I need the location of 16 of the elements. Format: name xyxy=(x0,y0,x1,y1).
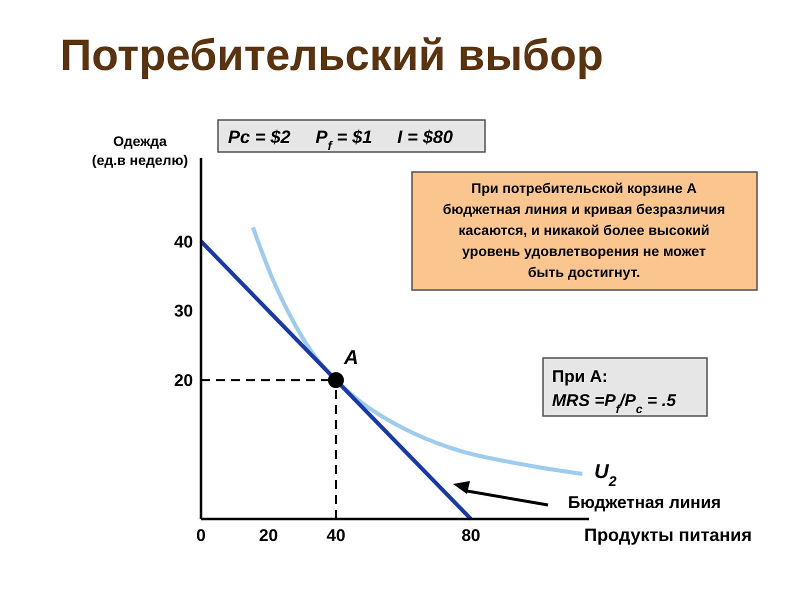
annotation: A xyxy=(342,347,358,370)
x-tick-label: 0 xyxy=(196,526,206,545)
text: Pc = $2 P$_{f}$ = $1 I = $80 xyxy=(228,127,453,153)
y-tick-label: 30 xyxy=(174,302,193,321)
y-tick-label: 40 xyxy=(174,232,193,252)
annotation: При A: MRS =P$_{f}$/P$_{c}$ = .5 xyxy=(552,367,677,416)
x-axis-title: Продукты питания xyxy=(584,525,752,545)
x-tick-label: 80 xyxy=(461,526,480,545)
annotation: Бюджетная линия xyxy=(568,493,721,512)
x-tick-label: 40 xyxy=(326,526,346,545)
annotation: При потребительской корзине A бюджетная линия и кривая безразличия касаются, и никакой более высокий уровень удовлетворения не может быть достигнут. xyxy=(442,180,726,280)
series-label: U$_{2}$ xyxy=(594,460,617,489)
y-axis-title: Одежда (ед.в неделю) xyxy=(92,133,188,168)
y-tick-label: 20 xyxy=(174,371,193,390)
x-tick-label: 20 xyxy=(259,526,278,545)
chart-title: Потребительский выбор xyxy=(60,31,604,80)
